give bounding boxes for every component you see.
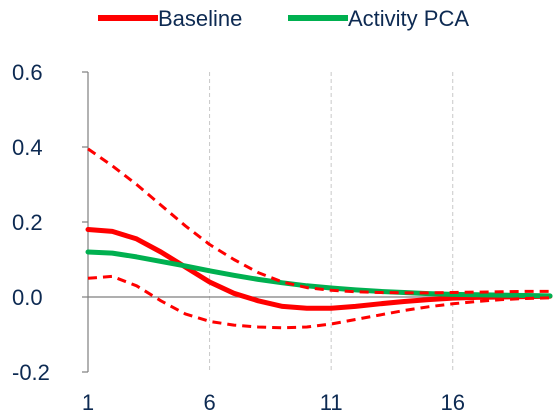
- y-tick-labels: -0.2 0.0 0.2 0.4 0.6: [12, 60, 50, 385]
- series-line-activity-pca: [85, 249, 553, 299]
- x-tick-labels: 1 6 11 16: [82, 390, 465, 415]
- legend-label-baseline: Baseline: [158, 6, 242, 31]
- y-tick-label: 0.0: [12, 285, 43, 310]
- series-line-baseline: [85, 227, 553, 311]
- gridlines: [209, 72, 454, 372]
- x-tick-label: 6: [203, 390, 215, 415]
- legend-label-activity-pca: Activity PCA: [348, 6, 469, 31]
- x-tick-label: 11: [320, 390, 343, 415]
- series-layer: [85, 147, 553, 330]
- y-tick-label: 0.4: [12, 135, 43, 160]
- confidence-band-line-3: [87, 274, 551, 330]
- y-tick-label: 0.2: [12, 210, 43, 235]
- y-tick-label: 0.6: [12, 60, 43, 85]
- axes: [82, 71, 550, 373]
- y-tick-label: -0.2: [12, 360, 50, 385]
- x-tick-label: 1: [82, 390, 94, 415]
- x-tick-label: 16: [440, 390, 464, 415]
- legend: Baseline Activity PCA: [98, 6, 469, 31]
- confidence-band-line-2: [87, 147, 550, 295]
